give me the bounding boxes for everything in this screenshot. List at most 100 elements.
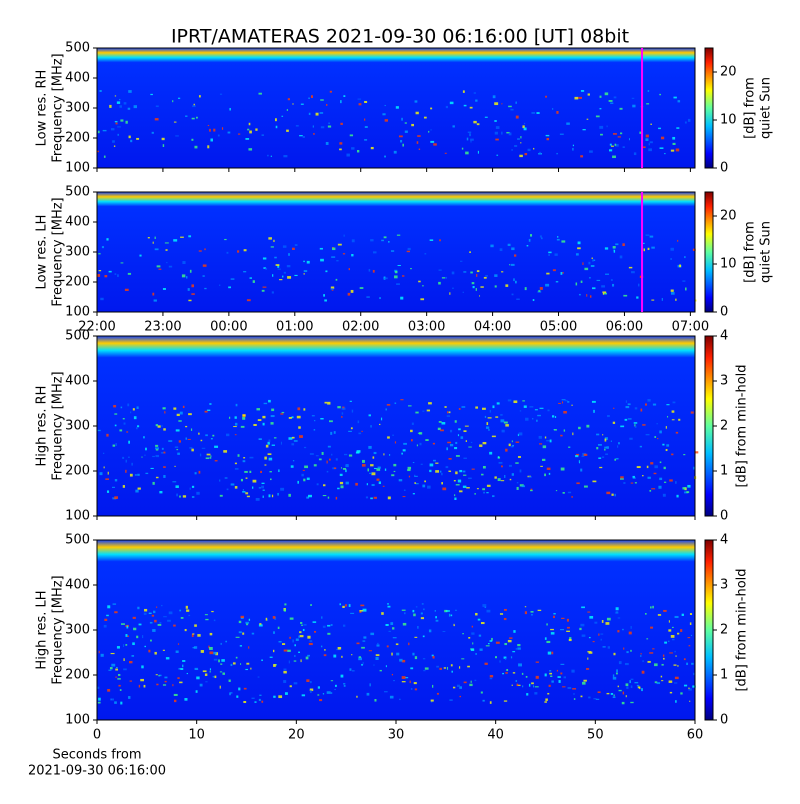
texture: [659, 477, 663, 481]
texture: [630, 685, 633, 689]
texture: [119, 105, 122, 108]
y-tick-label: 200: [65, 131, 90, 146]
texture: [196, 491, 200, 495]
texture: [507, 639, 512, 643]
texture: [384, 155, 386, 158]
texture: [192, 105, 196, 108]
texture: [248, 618, 251, 621]
texture: [522, 685, 524, 688]
texture: [114, 701, 117, 704]
texture: [675, 148, 680, 152]
texture: [294, 654, 296, 658]
texture: [469, 683, 473, 687]
texture: [435, 462, 439, 464]
texture: [370, 239, 374, 242]
texture: [557, 236, 559, 238]
texture: [621, 701, 625, 705]
texture: [628, 631, 632, 635]
texture: [622, 243, 625, 247]
texture: [689, 613, 693, 615]
texture: [396, 652, 400, 656]
texture: [108, 669, 112, 671]
texture: [620, 425, 625, 428]
texture: [185, 115, 188, 117]
texture: [475, 288, 477, 291]
texture: [489, 640, 493, 642]
x-tick-label: 06:00: [606, 320, 643, 335]
texture: [463, 430, 467, 433]
texture: [272, 631, 276, 634]
texture: [601, 619, 604, 623]
texture: [155, 448, 159, 451]
texture: [209, 128, 211, 132]
texture: [418, 280, 421, 283]
texture: [270, 422, 274, 425]
texture: [514, 145, 518, 147]
texture: [636, 296, 639, 299]
texture: [148, 649, 151, 653]
texture: [335, 278, 338, 281]
colorbar-label: [dB] from: [743, 221, 758, 283]
texture: [675, 481, 677, 484]
texture: [593, 409, 595, 413]
texture: [580, 695, 583, 698]
texture: [658, 127, 661, 130]
texture: [368, 445, 372, 449]
texture: [430, 129, 432, 131]
texture: [376, 478, 380, 481]
texture: [496, 154, 499, 156]
texture: [580, 280, 583, 283]
texture: [476, 123, 480, 126]
texture: [524, 153, 528, 156]
texture: [463, 681, 467, 684]
texture: [281, 643, 286, 645]
texture: [515, 648, 518, 650]
colorbar-tick-label: 3: [720, 374, 728, 389]
texture: [123, 422, 126, 425]
texture: [618, 661, 622, 665]
texture: [515, 441, 520, 443]
texture: [479, 295, 481, 297]
texture: [407, 466, 412, 470]
texture: [398, 135, 403, 138]
texture: [358, 103, 362, 106]
texture: [642, 424, 646, 426]
texture: [631, 97, 635, 99]
texture: [329, 458, 331, 461]
texture: [362, 661, 364, 665]
texture: [504, 642, 508, 646]
texture: [639, 655, 642, 657]
texture: [677, 100, 681, 103]
texture: [583, 485, 588, 488]
texture: [606, 446, 609, 449]
texture: [482, 441, 487, 445]
texture: [661, 297, 663, 301]
texture: [542, 445, 547, 449]
texture: [302, 628, 305, 632]
texture: [649, 235, 654, 238]
texture: [179, 681, 183, 684]
texture: [218, 479, 221, 482]
texture: [651, 246, 655, 249]
texture: [633, 422, 638, 424]
texture: [213, 619, 216, 622]
colorbar: [704, 191, 714, 313]
texture: [114, 479, 118, 482]
texture: [486, 492, 489, 494]
texture: [357, 98, 362, 100]
texture: [200, 650, 204, 653]
texture: [134, 474, 137, 476]
texture: [115, 668, 118, 671]
texture: [197, 634, 201, 637]
texture: [312, 621, 317, 623]
texture: [317, 686, 320, 689]
texture: [357, 420, 360, 424]
texture: [320, 99, 324, 101]
texture: [495, 126, 500, 129]
texture: [277, 626, 280, 629]
texture: [370, 632, 375, 636]
texture: [494, 131, 498, 135]
texture: [518, 663, 522, 667]
texture: [157, 425, 161, 428]
texture: [526, 245, 529, 247]
